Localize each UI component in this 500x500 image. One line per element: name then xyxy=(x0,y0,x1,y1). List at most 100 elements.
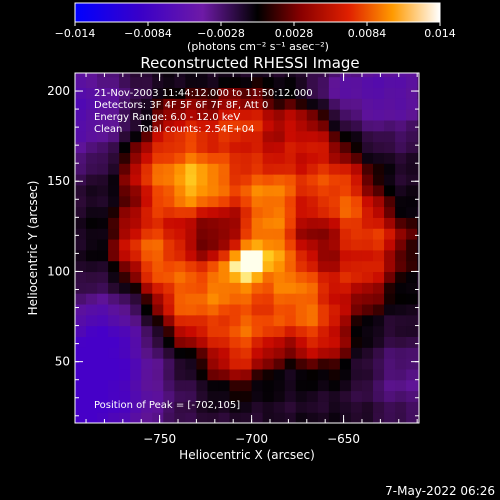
heatmap-cell xyxy=(251,87,264,99)
heatmap-cell xyxy=(395,152,407,164)
heatmap-cell xyxy=(273,238,286,251)
heatmap-cell xyxy=(152,303,164,316)
heatmap-cell xyxy=(163,347,175,359)
heatmap-cell xyxy=(273,87,286,99)
heatmap-cell xyxy=(86,109,98,121)
heatmap-cell xyxy=(86,195,98,208)
heatmap-cell xyxy=(174,336,186,348)
heatmap-cell xyxy=(207,368,220,381)
heatmap-cell xyxy=(384,152,396,164)
footer-timestamp: 7-May-2022 06:26 xyxy=(385,484,495,498)
heatmap-cell xyxy=(273,347,286,359)
heatmap-cell xyxy=(207,282,220,294)
heatmap-cell xyxy=(119,76,131,89)
heatmap-cell xyxy=(339,228,352,240)
heatmap-cell xyxy=(417,401,419,413)
heatmap-cell xyxy=(328,76,341,89)
heatmap-cell xyxy=(373,358,385,370)
heatmap-cell xyxy=(395,206,407,218)
heatmap-cell xyxy=(174,390,186,402)
heatmap-cell xyxy=(395,260,407,273)
heatmap-cell xyxy=(406,336,418,348)
heatmap-cell xyxy=(317,325,330,337)
heatmap-cell xyxy=(317,390,330,402)
heatmap-cell xyxy=(97,217,109,229)
heatmap-cell xyxy=(328,174,341,186)
heatmap-cell xyxy=(163,206,175,218)
heatmap-cell xyxy=(75,228,87,240)
heatmap-cell xyxy=(284,390,297,402)
heatmap-cell xyxy=(240,282,253,294)
heatmap-cell xyxy=(361,347,374,359)
heatmap-cell xyxy=(306,163,319,175)
heatmap-cell xyxy=(163,174,175,186)
heatmap-cell xyxy=(373,195,385,208)
heatmap-cell xyxy=(174,87,186,99)
heatmap-cell xyxy=(361,174,374,186)
heatmap-cell xyxy=(218,271,231,283)
heatmap-cell xyxy=(317,76,330,89)
heatmap-cell xyxy=(207,152,220,164)
heatmap-cell xyxy=(262,163,275,175)
heatmap-cell xyxy=(97,249,109,262)
heatmap-cell xyxy=(218,217,231,229)
heatmap-cell xyxy=(417,347,419,359)
heatmap-cell xyxy=(163,412,175,423)
heatmap-cell xyxy=(350,390,363,402)
heatmap-cell xyxy=(207,174,220,186)
heatmap-cell xyxy=(384,249,396,262)
heatmap-cell xyxy=(306,130,319,143)
heatmap-cell xyxy=(373,249,385,262)
heatmap-cell xyxy=(196,379,209,392)
heatmap-cell xyxy=(119,314,131,327)
heatmap-cell xyxy=(262,336,275,348)
heatmap-cell xyxy=(196,303,209,316)
heatmap-cell xyxy=(185,76,198,89)
heatmap-cell xyxy=(196,87,209,99)
heatmap-cell xyxy=(207,109,220,121)
heatmap-cell xyxy=(328,249,341,262)
heatmap-cell xyxy=(152,109,164,121)
heatmap-cell xyxy=(328,368,341,381)
heatmap-cell xyxy=(229,401,242,413)
heatmap-cell xyxy=(108,347,120,359)
heatmap-cell xyxy=(75,412,87,423)
heatmap-cell xyxy=(108,336,120,348)
heatmap-cell xyxy=(163,336,175,348)
heatmap-cell xyxy=(108,141,120,153)
heatmap-cell xyxy=(196,184,209,197)
heatmap-cell xyxy=(317,73,330,78)
heatmap-cell xyxy=(196,228,209,240)
heatmap-cell xyxy=(86,98,98,110)
heatmap-cell xyxy=(119,293,131,305)
heatmap-cell xyxy=(240,87,253,99)
heatmap-cell xyxy=(339,217,352,229)
heatmap-cell xyxy=(417,293,419,305)
heatmap-cell xyxy=(350,87,363,99)
heatmap-cell xyxy=(295,184,308,197)
heatmap-cell xyxy=(384,325,396,337)
heatmap-cell xyxy=(218,174,231,186)
heatmap-cell xyxy=(317,368,330,381)
heatmap-cell xyxy=(108,76,120,89)
heatmap-cell xyxy=(339,195,352,208)
heatmap-cell xyxy=(86,282,98,294)
heatmap-cell xyxy=(295,217,308,229)
heatmap-cell xyxy=(130,73,142,78)
heatmap-cell xyxy=(196,260,209,273)
heatmap-cell xyxy=(350,141,363,153)
heatmap-cell xyxy=(97,87,109,99)
heatmap-cell xyxy=(251,303,264,316)
heatmap-cell xyxy=(350,260,363,273)
heatmap-cell xyxy=(86,358,98,370)
heatmap-cell xyxy=(273,379,286,392)
heatmap-cell xyxy=(108,130,120,143)
heatmap-cell xyxy=(174,379,186,392)
heatmap-cell xyxy=(86,325,98,337)
heatmap-cell xyxy=(273,336,286,348)
heatmap-cell xyxy=(251,282,264,294)
heatmap-cell xyxy=(207,141,220,153)
heatmap-cell xyxy=(207,249,220,262)
heatmap-cell xyxy=(86,130,98,143)
heatmap-cell xyxy=(240,401,253,413)
